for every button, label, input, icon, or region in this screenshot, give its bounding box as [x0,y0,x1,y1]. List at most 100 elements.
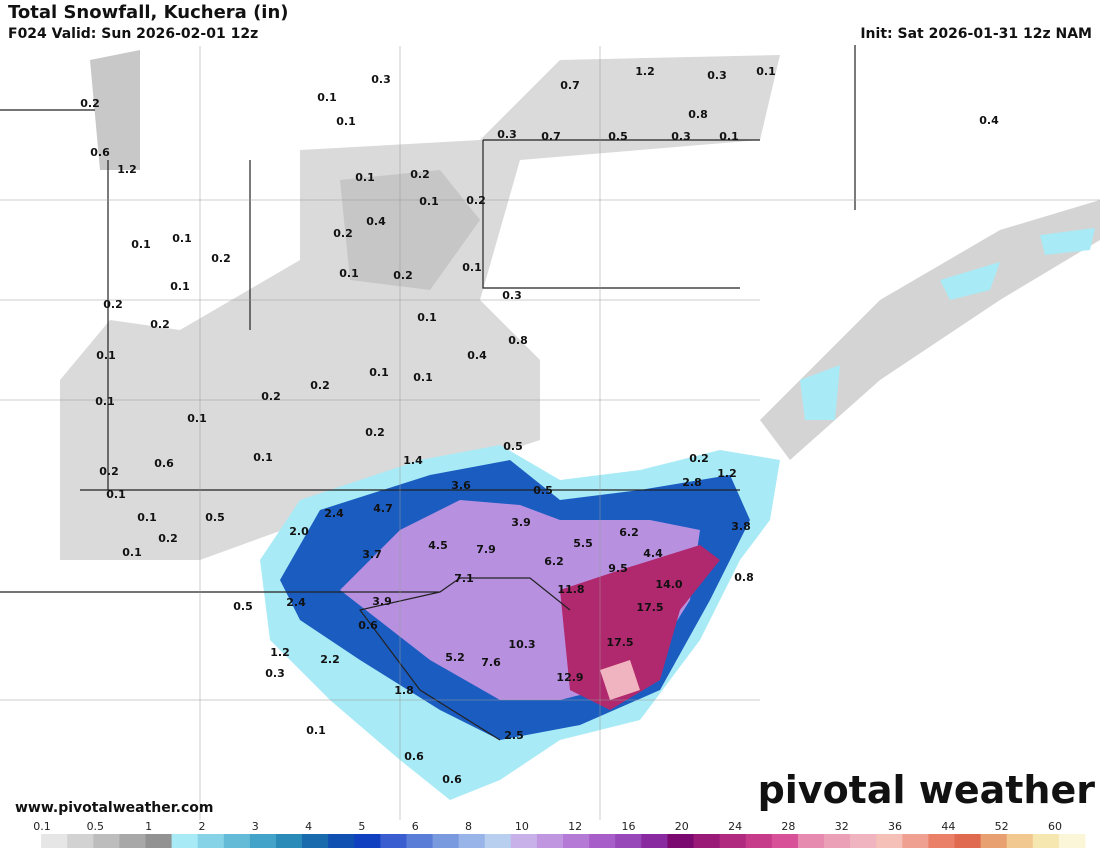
snow-value: 0.1 [336,115,356,128]
snow-value: 2.4 [324,507,344,520]
colorbar-swatch [354,834,381,848]
colorbar-swatch [667,834,695,848]
colorbar-swatch [1006,834,1034,848]
snow-value: 0.1 [172,232,192,245]
snow-value: 0.3 [502,289,522,302]
colorbar-swatch [406,834,434,848]
colorbar-swatch [589,834,616,848]
snow-value: 0.2 [103,298,123,311]
snow-value: 0.1 [413,371,433,384]
snow-value: 3.7 [362,548,382,561]
colorbar-swatch [693,834,721,848]
colorbar-swatch [902,834,929,848]
snow-value: 5.5 [573,537,593,550]
colorbar-label: 20 [675,820,689,833]
snow-value: 0.1 [756,65,776,78]
snow-value: 0.4 [366,215,386,228]
snow-value: 0.6 [90,146,110,159]
snow-value: 0.4 [979,114,999,127]
snow-value: 2.5 [504,729,524,742]
snow-value: 1.2 [117,163,137,176]
snow-value: 6.2 [619,526,639,539]
snow-value: 1.2 [270,646,290,659]
snow-value: 0.1 [317,91,337,104]
snow-value: 0.2 [310,379,330,392]
colorbar-swatch [119,834,146,848]
snow-value: 0.8 [734,571,754,584]
snow-value: 0.2 [261,390,281,403]
colorbar-label: 36 [888,820,902,833]
colorbar-label: 0.5 [87,820,105,833]
colorbar-swatch [458,834,486,848]
snow-value: 0.3 [671,130,691,143]
snow-value: 0.4 [467,349,487,362]
colorbar-swatch [67,834,94,848]
colorbar-swatch [275,834,303,848]
snow-value: 0.2 [393,269,413,282]
snow-value: 17.5 [636,601,663,614]
colorbar-label: 44 [941,820,955,833]
snow-value: 0.1 [306,724,326,737]
snow-value: 0.3 [371,73,391,86]
colorbar-swatch [15,834,42,848]
snow-value: 0.6 [404,750,424,763]
snow-value: 0.2 [150,318,170,331]
colorbar-swatch [850,834,877,848]
snow-value: 3.6 [451,479,471,492]
snow-value: 0.1 [95,395,115,408]
colorbar-swatch [824,834,851,848]
colorbar-swatch [93,834,120,848]
colorbar-label: 5 [358,820,365,833]
snow-value: 9.5 [608,562,628,575]
snow-value: 4.7 [373,502,393,515]
snow-value: 1.8 [394,684,414,697]
snow-value: 0.2 [80,97,100,110]
snow-value: 2.0 [289,525,309,538]
snow-value: 2.2 [320,653,340,666]
snow-value: 0.6 [358,619,378,632]
snow-value: 0.1 [462,261,482,274]
snow-value: 0.1 [369,366,389,379]
colorbar-swatch [1058,834,1086,848]
colorbar-label: 12 [568,820,582,833]
colorbar-swatch [719,834,747,848]
colorbar-swatch [641,834,668,848]
colorbar-swatch [745,834,773,848]
snow-value: 0.3 [265,667,285,680]
snow-value: 2.8 [682,476,702,489]
snow-value: 7.6 [481,656,501,669]
snow-value: 0.1 [339,267,359,280]
valid-time: F024 Valid: Sun 2026-02-01 12z [8,26,259,42]
colorbar-label: 2 [198,820,205,833]
snow-value: 0.7 [541,130,561,143]
colorbar-label: 4 [305,820,312,833]
state-borders [0,45,856,741]
snow-value: 0.1 [131,238,151,251]
snow-value: 5.2 [445,651,465,664]
snow-value: 0.5 [233,600,253,613]
colorbar-swatch [980,834,1008,848]
colorbar-swatch [302,834,329,848]
snow-value: 0.8 [688,108,708,121]
colorbar-swatch [563,834,590,848]
colorbar-swatch [536,834,564,848]
snow-value: 0.1 [719,130,739,143]
snow-value: 0.1 [106,488,126,501]
snow-value: 0.5 [205,511,225,524]
snow-value: 0.8 [508,334,528,347]
snow-value: 0.5 [533,484,553,497]
colorbar: 0.1 0.5 1 2 3 4 5 6 8 10 12 16 20 24 28 32 36 44 52 60 [15,820,1086,848]
colorbar-label: 60 [1048,820,1062,833]
snow-value: 7.9 [476,543,496,556]
colorbar-swatch [223,834,251,848]
snow-value: 17.5 [606,636,633,649]
value-labels: 0.2 0.6 1.2 0.3 0.1 0.1 0.1 0.2 0.1 0.2 0.4 0.2 0.1 0… [80,65,999,786]
county-lines [0,46,1100,820]
title: Total Snowfall, Kuchera (in) [8,2,289,23]
colorbar-swatch [510,834,538,848]
colorbar-swatch [484,834,512,848]
colorbar-swatch [928,834,956,848]
snow-value: 0.6 [442,773,462,786]
snow-value: 1.4 [403,454,423,467]
